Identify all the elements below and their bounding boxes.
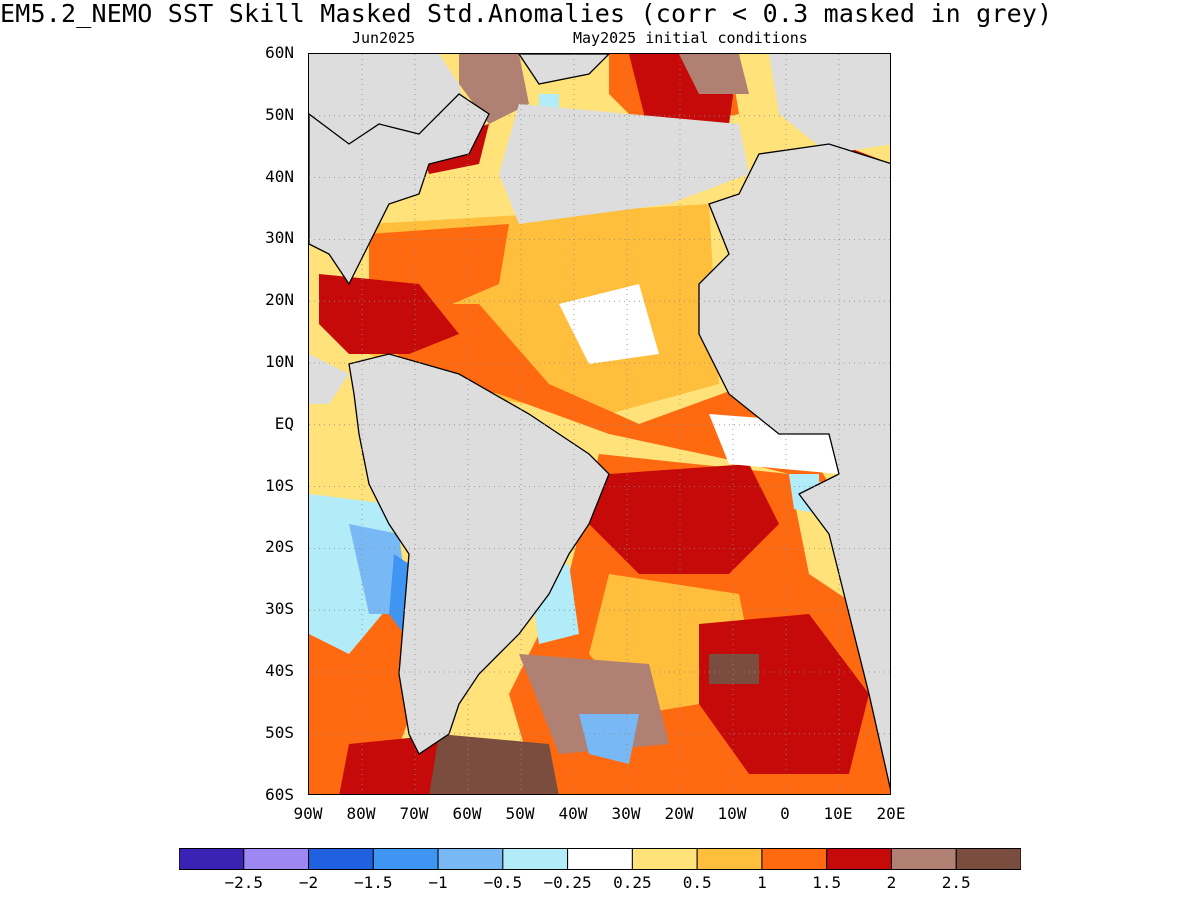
- longitude-tick-label: 0: [780, 804, 790, 823]
- low-skill-mask: [309, 54, 890, 404]
- colorbar-swatch: [631, 848, 698, 870]
- latitude-tick-label: 20S: [265, 537, 294, 557]
- greenland-area: [518, 54, 610, 85]
- land-masses: [309, 54, 890, 791]
- colorbar-tick-label: 0.25: [613, 873, 652, 892]
- anomaly-field: [309, 54, 890, 794]
- longitude-tick-label: 20E: [876, 804, 906, 823]
- latitude-tick-label: 20N: [265, 290, 294, 310]
- longitude-tick-label: 10W: [717, 804, 747, 823]
- colorbar-swatch: [308, 848, 374, 870]
- colorbar-swatch: [502, 848, 569, 870]
- anomaly-region: [589, 464, 779, 574]
- colorbar-boxes: [179, 848, 1021, 870]
- colorbar-swatch: [437, 848, 504, 870]
- colorbar-tick-label: 2: [886, 873, 897, 892]
- colorbar-tick-label: −0.5: [483, 873, 523, 892]
- latitude-tick-label: 60S: [265, 784, 294, 804]
- latitude-tick-label: 40N: [265, 166, 294, 186]
- map-title: EM5.2_NEMO SST Skill Masked Std.Anomalie…: [0, 0, 1053, 28]
- colorbar-tick-label: 2.5: [941, 873, 971, 892]
- south-america: [348, 353, 610, 755]
- longitude-tick-label: 70W: [399, 804, 429, 823]
- latitude-tick-label: EQ: [274, 413, 294, 433]
- longitude-tick-label: 90W: [293, 804, 323, 823]
- colorbar-tick-label: −0.25: [543, 873, 592, 892]
- longitude-tick-label: 10E: [823, 804, 853, 823]
- latitude-tick-label: 50N: [265, 104, 294, 124]
- colorbar-tick-label: 1.5: [812, 873, 842, 892]
- colorbar-swatch: [826, 848, 892, 870]
- longitude-tick-label: 80W: [346, 804, 376, 823]
- anomaly-region: [679, 54, 749, 94]
- latitude-tick-label: 40S: [265, 661, 294, 680]
- anomaly-region: [579, 714, 639, 764]
- colorbar-tick-label: 0.5: [682, 873, 712, 892]
- map-plot-area: [308, 53, 891, 795]
- colorbar-tick-label: −2: [298, 873, 319, 892]
- colorbar-swatch: [696, 848, 763, 870]
- colorbar-swatch: [955, 848, 1021, 870]
- graticule: [309, 54, 890, 794]
- colorbar-tick-label: 1: [757, 873, 767, 892]
- colorbar-tick-label: −2.5: [224, 873, 264, 892]
- latitude-tick-label: 60N: [265, 43, 294, 62]
- latitude-tick-label: 10N: [265, 352, 294, 371]
- longitude-tick-label: 40W: [558, 804, 588, 823]
- latitude-tick-label: 10S: [265, 475, 294, 495]
- anomaly-region: [559, 284, 659, 364]
- longitude-tick-label: 20W: [664, 804, 694, 823]
- colorbar: [179, 848, 1021, 870]
- longitude-tick-label: 50W: [505, 804, 535, 823]
- colorbar-swatch: [890, 848, 957, 870]
- mask-region: [499, 104, 749, 224]
- latitude-tick-label: 30N: [265, 228, 294, 248]
- colorbar-swatch: [179, 848, 245, 870]
- colorbar-tick-label: −1.5: [354, 873, 393, 892]
- colorbar-swatch: [567, 848, 633, 870]
- forecast-month-label: Jun2025: [352, 29, 416, 47]
- latitude-tick-label: 30S: [265, 599, 294, 619]
- colorbar-swatch: [761, 848, 828, 870]
- anomaly-region: [369, 304, 829, 484]
- colorbar-swatch: [243, 848, 310, 870]
- colorbar-tick-label: −1: [428, 873, 448, 892]
- anomaly-region: [709, 654, 759, 684]
- colorbar-swatch: [372, 848, 439, 870]
- latitude-tick-label: 50S: [265, 722, 294, 742]
- anomaly-region: [429, 734, 559, 794]
- mask-region: [309, 354, 349, 404]
- mask-region: [769, 54, 890, 154]
- north-america: [309, 93, 490, 286]
- mask-region: [309, 54, 469, 164]
- anomaly-region: [319, 274, 459, 354]
- initial-conditions-label: May2025 initial conditions: [573, 29, 808, 47]
- longitude-tick-label: 30W: [611, 804, 641, 823]
- africa-europe: [698, 143, 890, 791]
- longitude-tick-label: 60W: [452, 804, 482, 823]
